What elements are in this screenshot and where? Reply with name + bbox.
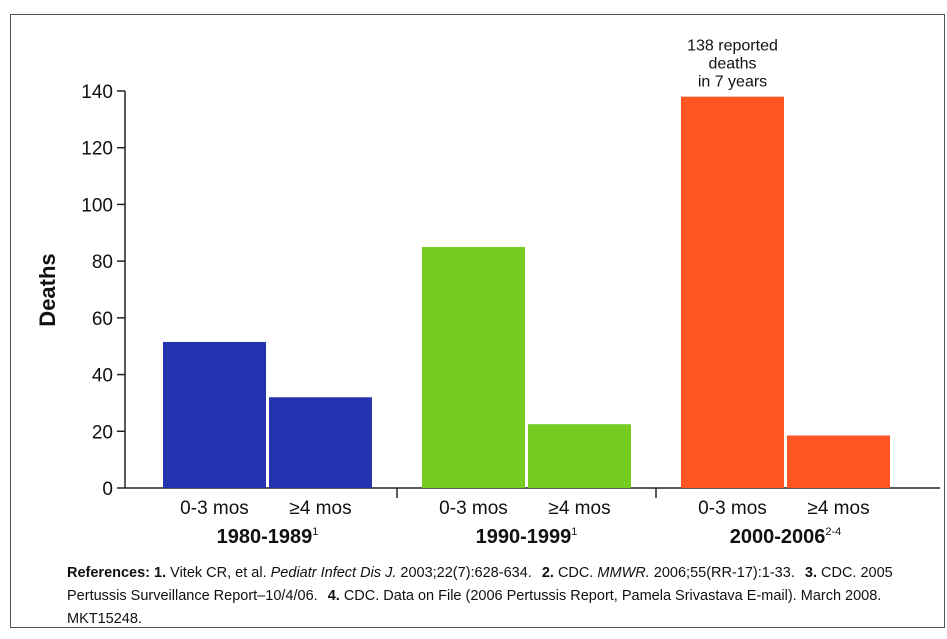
x-tick-label: 0-3 mos [180,498,249,519]
reference: 4. CDC. Data on File (2006 Pertussis Rep… [67,588,881,627]
annotation: 138 reported [687,38,778,55]
reference-text: CDC. 2005 Pertussis Surveillance Report–… [67,565,893,604]
chart: Deaths 0 20 40 60 80 100 120 140 0-3 mos ≥4 mos 19… [35,38,940,548]
reference-text: Pediatr Infect Dis J. [270,565,397,581]
y-tick-label: 80 [92,252,113,273]
y-tick-label: 100 [81,195,113,216]
bar [528,424,631,488]
references: References: 1. Vitek CR, et al. Pediatr … [67,562,917,631]
bar [269,397,372,488]
group-superscript: 1 [312,526,318,538]
x-tick-label: ≥4 mos [548,498,610,519]
y-tick-label: 40 [92,366,113,387]
group-label: 1980-19891 [217,526,319,548]
y-tick-label: 120 [81,139,113,160]
reference-text: 2006;55(RR-17):1-33. [649,565,795,581]
y-axis-label: Deaths [35,253,60,326]
bar [163,341,266,488]
reference: 2. CDC. MMWR. 2006;55(RR-17):1-33. [542,565,795,581]
references-label: References: [67,565,151,581]
group-name: 2000-2006 [730,526,826,548]
bar [681,96,784,489]
bar [787,435,890,488]
x-tick-label: ≥4 mos [289,498,351,519]
reference-number: 3. [804,565,817,581]
reference-text: MMWR. [597,565,650,581]
x-tick-label: 0-3 mos [439,498,508,519]
y-tick-label: 140 [81,82,113,103]
reference-text: CDC. Data on File (2006 Pertussis Report… [67,588,882,627]
y-tick-label: 0 [102,479,113,500]
group-superscript: 2-4 [825,526,841,538]
x-tick-label: 0-3 mos [698,498,767,519]
y-tick-label: 20 [92,422,113,443]
reference-number: 4. [327,588,340,604]
reference: 1. Vitek CR, et al. Pediatr Infect Dis J… [154,565,532,581]
reference-number: 1. [154,565,167,581]
frame [10,14,945,628]
group-label: 1990-19991 [476,526,578,548]
group-superscript: 1 [571,526,577,538]
annotation: in 7 years [698,74,767,91]
reference-number: 2. [541,565,554,581]
y-tick-label: 60 [92,309,113,330]
reference-text: 2003;22(7):628-634. [396,565,532,581]
bar [422,246,525,488]
x-tick-label: ≥4 mos [807,498,869,519]
reference-text: Vitek CR, et al. [166,565,271,581]
group-name: 1980-1989 [217,526,313,548]
annotation: deaths [708,56,756,73]
group-name: 1990-1999 [476,526,572,548]
reference-text: CDC. [553,565,598,581]
reference: 3. CDC. 2005 Pertussis Surveillance Repo… [67,565,893,604]
group-label: 2000-20062-4 [730,526,842,548]
